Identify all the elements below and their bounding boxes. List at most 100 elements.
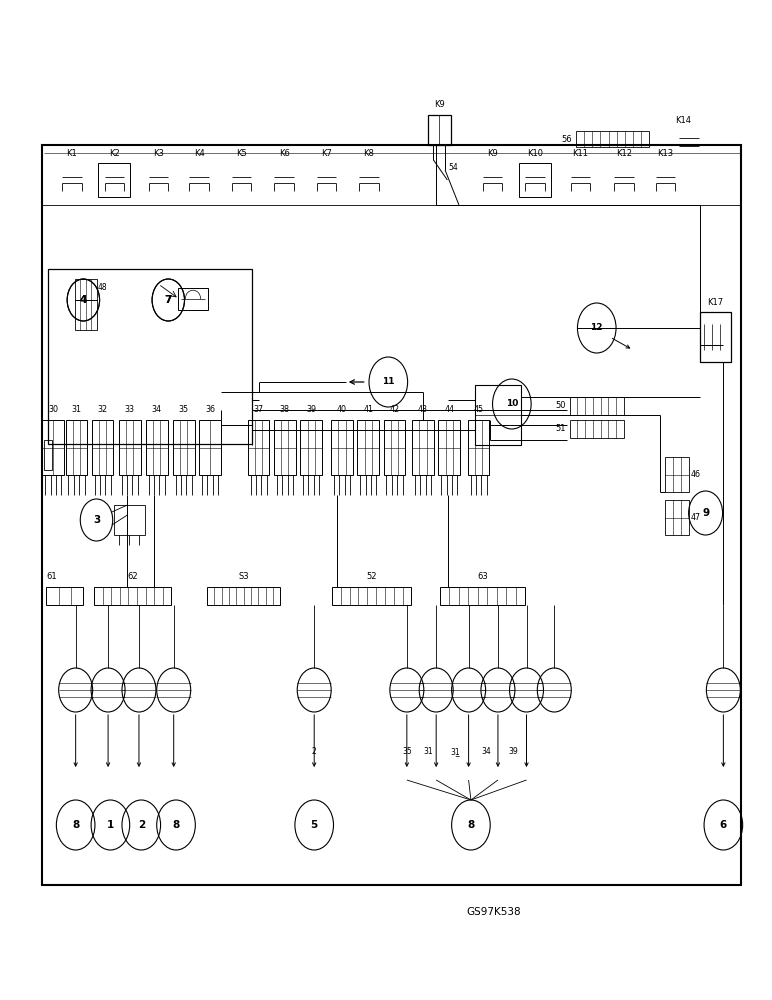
Text: 45: 45: [473, 405, 484, 414]
Bar: [570, 420, 624, 438]
Bar: [570, 397, 624, 415]
Bar: [119, 420, 141, 475]
Bar: [332, 587, 411, 605]
Text: 54: 54: [449, 162, 459, 172]
Text: K4: K4: [194, 149, 205, 158]
Text: 12: 12: [591, 324, 603, 332]
Text: 34: 34: [482, 748, 491, 756]
Text: 11: 11: [382, 377, 394, 386]
Bar: [438, 420, 460, 475]
Text: 36: 36: [205, 405, 215, 414]
Bar: [428, 115, 451, 145]
Text: 35: 35: [178, 405, 189, 414]
Text: 48: 48: [98, 284, 107, 292]
Bar: [440, 587, 525, 605]
Bar: [46, 587, 83, 605]
Text: 47: 47: [691, 513, 701, 522]
Text: 34: 34: [152, 405, 161, 414]
Bar: [199, 420, 221, 475]
Bar: [519, 163, 551, 197]
Text: 8: 8: [467, 820, 475, 830]
Bar: [300, 420, 322, 475]
Bar: [700, 312, 731, 362]
Text: K13: K13: [658, 149, 673, 158]
Bar: [92, 420, 113, 475]
Text: 51: 51: [555, 424, 566, 433]
Bar: [207, 587, 280, 605]
Bar: [665, 500, 689, 535]
Text: 52: 52: [367, 572, 377, 581]
Text: 7: 7: [164, 295, 172, 305]
Text: 30: 30: [49, 405, 58, 414]
Bar: [178, 288, 208, 310]
Text: 38: 38: [280, 405, 290, 414]
Bar: [576, 131, 649, 147]
Text: 2: 2: [312, 748, 317, 756]
Text: 9: 9: [702, 508, 709, 518]
Text: K9: K9: [487, 149, 498, 158]
Text: K6: K6: [279, 149, 290, 158]
Bar: [75, 300, 96, 330]
Bar: [274, 420, 296, 475]
Text: 40: 40: [337, 405, 347, 414]
Text: K7: K7: [321, 149, 332, 158]
Text: 1: 1: [107, 820, 114, 830]
Text: K9: K9: [434, 100, 445, 109]
Text: 10: 10: [506, 399, 518, 408]
Text: 4: 4: [80, 295, 87, 305]
Bar: [331, 420, 353, 475]
Text: 42: 42: [389, 405, 400, 414]
Bar: [173, 420, 195, 475]
Text: 56: 56: [561, 134, 572, 143]
Text: 31̲: 31̲: [451, 748, 460, 756]
Bar: [146, 420, 168, 475]
Bar: [412, 420, 434, 475]
Text: 44: 44: [445, 405, 454, 414]
Bar: [114, 505, 145, 535]
Text: 2: 2: [137, 820, 145, 830]
Bar: [384, 420, 405, 475]
Bar: [475, 385, 521, 445]
Text: K12: K12: [616, 149, 631, 158]
Text: 8: 8: [172, 820, 180, 830]
Text: GS97K538: GS97K538: [467, 907, 521, 917]
Text: 35: 35: [402, 748, 411, 756]
Text: K17: K17: [708, 298, 723, 307]
Bar: [468, 420, 489, 475]
Text: 50: 50: [555, 401, 566, 410]
Text: K11: K11: [573, 149, 588, 158]
Bar: [44, 440, 52, 470]
Text: 32: 32: [97, 405, 108, 414]
Bar: [357, 420, 379, 475]
Bar: [665, 457, 689, 492]
Text: K2: K2: [109, 149, 120, 158]
Text: 5: 5: [310, 820, 318, 830]
Bar: [75, 279, 96, 300]
Text: 41: 41: [364, 405, 373, 414]
Bar: [42, 145, 741, 885]
Text: 63: 63: [477, 572, 488, 581]
Text: 39: 39: [509, 748, 518, 756]
Text: 3: 3: [93, 515, 100, 525]
Bar: [66, 420, 87, 475]
Text: 39: 39: [306, 405, 317, 414]
Text: K8: K8: [364, 149, 374, 158]
Text: 33: 33: [125, 405, 134, 414]
Text: S3: S3: [239, 572, 249, 581]
Text: 7: 7: [164, 295, 172, 305]
Text: K1: K1: [66, 149, 77, 158]
Text: 4: 4: [80, 295, 87, 305]
Text: 46: 46: [691, 470, 701, 479]
Bar: [48, 269, 252, 444]
Text: K14: K14: [675, 116, 691, 125]
Text: 37: 37: [253, 405, 264, 414]
Text: 62: 62: [127, 572, 138, 581]
Bar: [98, 163, 130, 197]
Text: 61: 61: [46, 572, 57, 581]
Text: K5: K5: [236, 149, 247, 158]
Text: 31: 31: [424, 748, 433, 756]
Text: 6: 6: [720, 820, 727, 830]
Bar: [94, 587, 171, 605]
Text: 43: 43: [418, 405, 428, 414]
Text: K3: K3: [153, 149, 164, 158]
